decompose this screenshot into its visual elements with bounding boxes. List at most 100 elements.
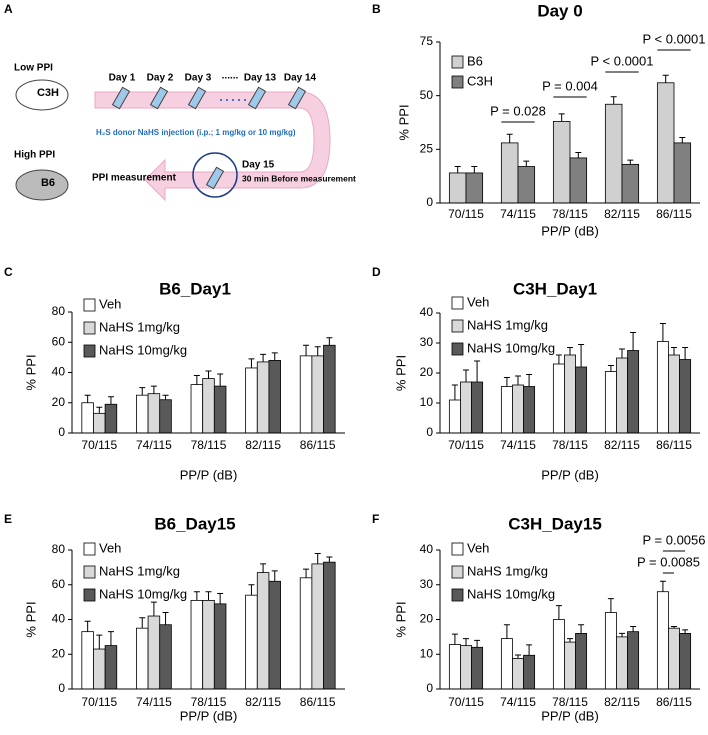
bar <box>569 157 588 204</box>
bar <box>136 627 149 690</box>
bar <box>245 367 258 434</box>
x-axis-label: PP/P (dB) <box>180 467 238 482</box>
bar <box>616 636 628 690</box>
legend-swatch <box>451 296 464 310</box>
error-bar <box>503 624 510 639</box>
day15-circle <box>192 152 238 198</box>
bar <box>93 648 106 690</box>
error-bar <box>630 332 637 351</box>
injection-note: H₂S donor NaHS injection (i.p.; 1 mg/kg … <box>96 128 296 137</box>
y-axis-label: % PPI <box>393 355 408 391</box>
bar <box>323 344 336 434</box>
x-tick-label: 74/115 <box>500 438 536 452</box>
day-label: Day 15 <box>242 160 275 171</box>
legend-label: NaHS 10mg/kg <box>99 342 187 357</box>
error-bar <box>463 369 469 382</box>
legend-label: Veh <box>467 294 489 309</box>
x-tick-label: 82/115 <box>245 438 281 452</box>
chart-title: B6_Day15 <box>154 514 235 533</box>
error-bar <box>260 353 267 362</box>
x-tick-label: 70/115 <box>81 438 117 452</box>
legend-label: NaHS 1mg/kg <box>99 563 180 578</box>
error-bar <box>271 570 278 582</box>
bar <box>668 627 680 690</box>
error-bar <box>260 563 267 573</box>
y-tick-label: 75 <box>420 34 434 48</box>
y-axis-label: % PPI <box>23 354 38 390</box>
x-tick-label: 82/115 <box>245 695 281 709</box>
error-bar <box>150 601 157 617</box>
error-bar <box>558 113 565 122</box>
bar <box>104 645 118 690</box>
error-bar <box>271 352 278 361</box>
bar <box>575 366 588 434</box>
error-bar <box>619 632 625 637</box>
error-bar <box>150 385 157 394</box>
bar <box>552 363 565 434</box>
bar <box>213 385 227 434</box>
error-bar <box>84 394 91 403</box>
label: B6 <box>41 177 55 189</box>
error-bar <box>217 592 224 604</box>
timeline-band <box>94 91 331 202</box>
bar <box>604 371 617 434</box>
y-tick-label: 0 <box>426 425 433 439</box>
panel-label: F <box>372 512 379 526</box>
bar <box>517 166 536 204</box>
y-tick-label: 30 <box>420 577 434 591</box>
error-bar <box>248 358 255 368</box>
x-tick-label: 82/115 <box>604 438 640 452</box>
bar <box>311 355 324 434</box>
legend-label: C3H <box>467 73 493 88</box>
error-bar <box>326 337 333 346</box>
schematic: Low PPI C3H High PPI B6 Day 1 Day 2 Day … <box>14 63 356 202</box>
error-bar <box>451 633 458 645</box>
error-bar <box>610 96 617 105</box>
bar <box>465 172 484 204</box>
bar <box>448 172 467 204</box>
bar <box>311 563 324 690</box>
error-bar <box>682 629 689 634</box>
bar <box>245 594 258 690</box>
error-bar <box>96 634 103 650</box>
bar <box>448 399 461 434</box>
x-tick-label: 70/115 <box>448 207 484 221</box>
error-bar <box>314 552 321 564</box>
error-bar <box>526 644 533 656</box>
x-tick-label: 74/115 <box>500 695 536 709</box>
error-bar <box>454 166 461 173</box>
legend-swatch <box>83 344 96 358</box>
legend-swatch <box>451 55 464 69</box>
y-tick-label: 0 <box>426 195 433 209</box>
legend-swatch <box>451 588 464 602</box>
error-bar <box>84 620 91 632</box>
x-tick-label: 74/115 <box>136 438 172 452</box>
error-bar <box>107 396 114 405</box>
day-note: 30 min Before measurement <box>242 173 356 183</box>
legend-swatch <box>83 542 96 556</box>
error-bar <box>578 344 585 367</box>
bar <box>656 341 669 434</box>
y-tick-label: 0 <box>426 681 433 695</box>
p-value: P = 0.0085 <box>637 554 700 569</box>
bar <box>500 638 513 690</box>
bar <box>268 580 281 690</box>
error-bar <box>471 166 478 173</box>
error-bar <box>526 374 533 387</box>
x-axis-label: PP/P (dB) <box>541 223 599 238</box>
error-bar <box>303 344 310 356</box>
y-tick-label: 40 <box>52 365 66 379</box>
bar <box>213 603 227 690</box>
error-bar <box>515 375 521 385</box>
bar <box>575 633 588 690</box>
error-bar <box>619 348 625 358</box>
y-tick-label: 40 <box>52 612 66 626</box>
x-tick-label: 78/115 <box>552 438 588 452</box>
legend-label: Veh <box>99 296 121 311</box>
p-value: P < 0.0001 <box>642 31 705 46</box>
bar <box>616 357 628 434</box>
error-bar <box>659 323 666 342</box>
bar <box>268 359 281 434</box>
legend-label: NaHS 1mg/kg <box>467 317 548 332</box>
bar <box>323 561 336 690</box>
